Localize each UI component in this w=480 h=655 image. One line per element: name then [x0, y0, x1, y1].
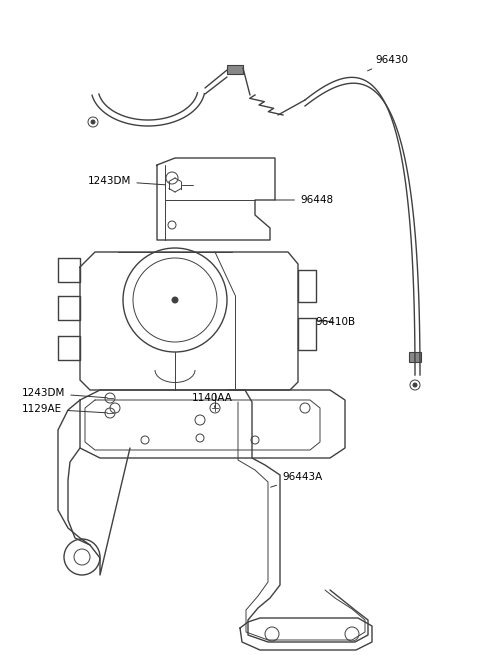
Text: 96448: 96448: [275, 195, 333, 205]
Circle shape: [172, 297, 178, 303]
Text: 96430: 96430: [368, 55, 408, 71]
Text: 1129AE: 1129AE: [22, 404, 107, 414]
Circle shape: [413, 383, 417, 387]
Text: 96443A: 96443A: [271, 472, 322, 487]
Text: 96410B: 96410B: [315, 317, 355, 327]
Text: 1243DM: 1243DM: [22, 388, 107, 398]
Text: 1243DM: 1243DM: [88, 176, 165, 186]
Text: 1140AA: 1140AA: [192, 393, 233, 408]
Bar: [409, 352, 421, 362]
Circle shape: [91, 120, 95, 124]
Bar: [227, 65, 243, 74]
